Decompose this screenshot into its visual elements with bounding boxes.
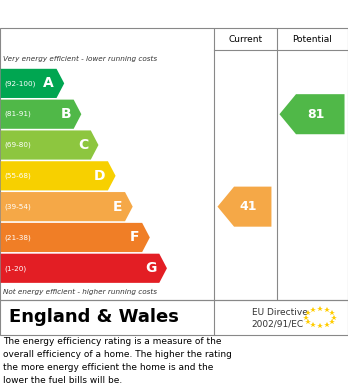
Polygon shape: [1, 223, 150, 252]
Polygon shape: [1, 161, 116, 190]
Text: (92-100): (92-100): [4, 80, 35, 87]
Text: The energy efficiency rating is a measure of the
overall efficiency of a home. T: The energy efficiency rating is a measur…: [3, 337, 232, 385]
Text: (69-80): (69-80): [4, 142, 31, 148]
Text: A: A: [43, 76, 54, 90]
Text: Current: Current: [228, 35, 262, 44]
Text: Potential: Potential: [292, 35, 332, 44]
Polygon shape: [1, 131, 98, 160]
Text: (21-38): (21-38): [4, 234, 31, 241]
Polygon shape: [1, 254, 167, 283]
Text: G: G: [145, 261, 157, 275]
Polygon shape: [1, 69, 64, 98]
Text: D: D: [94, 169, 105, 183]
Text: (1-20): (1-20): [4, 265, 26, 271]
Polygon shape: [279, 94, 345, 134]
Text: England & Wales: England & Wales: [9, 308, 179, 326]
Text: (55-68): (55-68): [4, 172, 31, 179]
Text: (81-91): (81-91): [4, 111, 31, 117]
Polygon shape: [1, 192, 133, 221]
Text: 81: 81: [307, 108, 325, 121]
Text: B: B: [60, 107, 71, 121]
Text: (39-54): (39-54): [4, 203, 31, 210]
Text: E: E: [113, 200, 122, 213]
Text: 41: 41: [240, 200, 258, 213]
Text: 2002/91/EC: 2002/91/EC: [252, 319, 304, 328]
Text: Very energy efficient - lower running costs: Very energy efficient - lower running co…: [3, 56, 157, 62]
Text: F: F: [130, 230, 139, 244]
Polygon shape: [218, 187, 271, 227]
Text: EU Directive: EU Directive: [252, 308, 307, 317]
Polygon shape: [1, 100, 81, 129]
Text: Energy Efficiency Rating: Energy Efficiency Rating: [9, 7, 230, 22]
Text: Not energy efficient - higher running costs: Not energy efficient - higher running co…: [3, 289, 157, 295]
Text: C: C: [78, 138, 88, 152]
